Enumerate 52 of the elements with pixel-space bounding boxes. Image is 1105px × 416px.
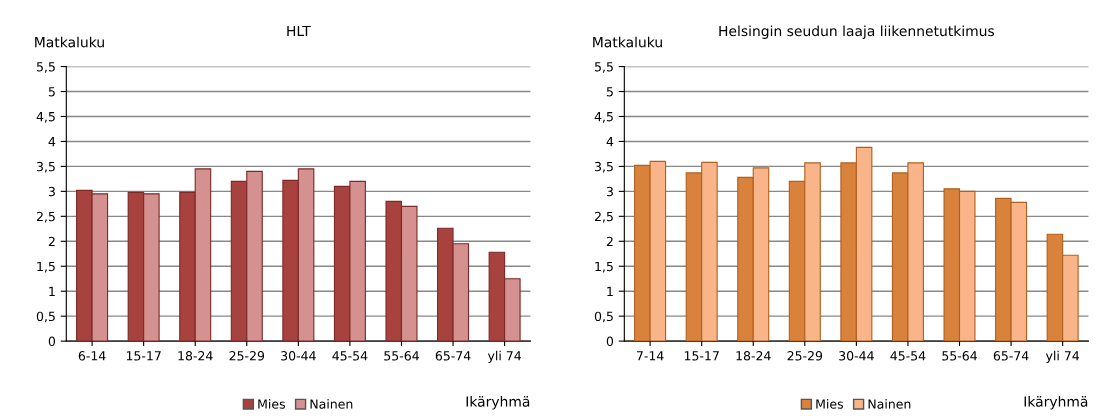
- y-tick-label: 0: [48, 336, 56, 347]
- x-axis-title: Ikäryhmä: [1024, 396, 1088, 410]
- y-tick-label: 1: [49, 286, 55, 296]
- x-tick-label: 65-74: [993, 351, 1029, 361]
- y-tick-label: 1: [607, 286, 613, 296]
- x-tick-label: 25-29: [229, 351, 265, 361]
- y-tick-label: 3,5: [36, 161, 55, 173]
- x-tick-label: 45-54: [332, 351, 368, 361]
- y-tick-label: 3: [606, 186, 613, 197]
- y-tick-label: 4,5: [594, 112, 613, 123]
- legend-label: Mies: [258, 399, 285, 409]
- x-tick-label: 7-14: [636, 351, 664, 361]
- y-tick-label: 2: [606, 236, 613, 247]
- y-tick-label: 5: [48, 87, 55, 97]
- y-tick-label: 3: [48, 186, 55, 197]
- x-axis-title: Ikäryhmä: [466, 396, 530, 410]
- y-tick-label: 4,5: [36, 112, 55, 123]
- x-tick-label: 65-74: [435, 351, 471, 361]
- chart-title: Helsingin seudun laaja liikennetutkimus: [719, 25, 995, 39]
- y-tick-label: 5: [606, 87, 613, 97]
- x-tick-label: 15-17: [684, 351, 719, 361]
- y-tick-label: 2,5: [36, 211, 55, 223]
- y-tick-label: 1,5: [595, 261, 613, 273]
- y-tick-label: 2: [48, 236, 55, 247]
- legend-label: Mies: [816, 399, 843, 409]
- y-tick-label: 5,5: [594, 62, 613, 73]
- y-tick-label: 4: [606, 137, 614, 147]
- x-tick-label: yli 74: [1045, 350, 1080, 363]
- x-tick-label: 55-64: [942, 351, 977, 361]
- y-tick-label: 5,5: [36, 62, 55, 73]
- x-tick-label: 18-24: [736, 351, 771, 361]
- y-tick-label: 0,5: [36, 311, 55, 323]
- x-tick-label: 18-24: [178, 351, 213, 361]
- y-tick-label: 3,5: [594, 161, 613, 173]
- y-axis-title: Matkaluku: [35, 36, 104, 48]
- x-tick-label: 45-54: [890, 351, 926, 361]
- y-tick-label: 0: [606, 336, 614, 347]
- chart-title: HLT: [287, 25, 311, 36]
- x-tick-label: 30-44: [839, 351, 874, 361]
- y-tick-label: 2,5: [594, 211, 613, 223]
- x-tick-label: 15-17: [126, 351, 161, 361]
- y-axis-title: Matkaluku: [593, 36, 662, 48]
- x-tick-label: 55-64: [384, 351, 419, 361]
- x-tick-label: 25-29: [787, 351, 823, 361]
- legend-label: Nainen: [868, 399, 911, 409]
- y-tick-label: 4: [48, 137, 56, 147]
- y-tick-label: 1,5: [37, 261, 55, 273]
- x-tick-label: yli 74: [487, 350, 522, 363]
- x-tick-label: 6-14: [78, 351, 106, 361]
- y-tick-label: 0,5: [594, 311, 613, 323]
- x-tick-label: 30-44: [281, 351, 316, 361]
- legend-label: Nainen: [310, 399, 353, 409]
